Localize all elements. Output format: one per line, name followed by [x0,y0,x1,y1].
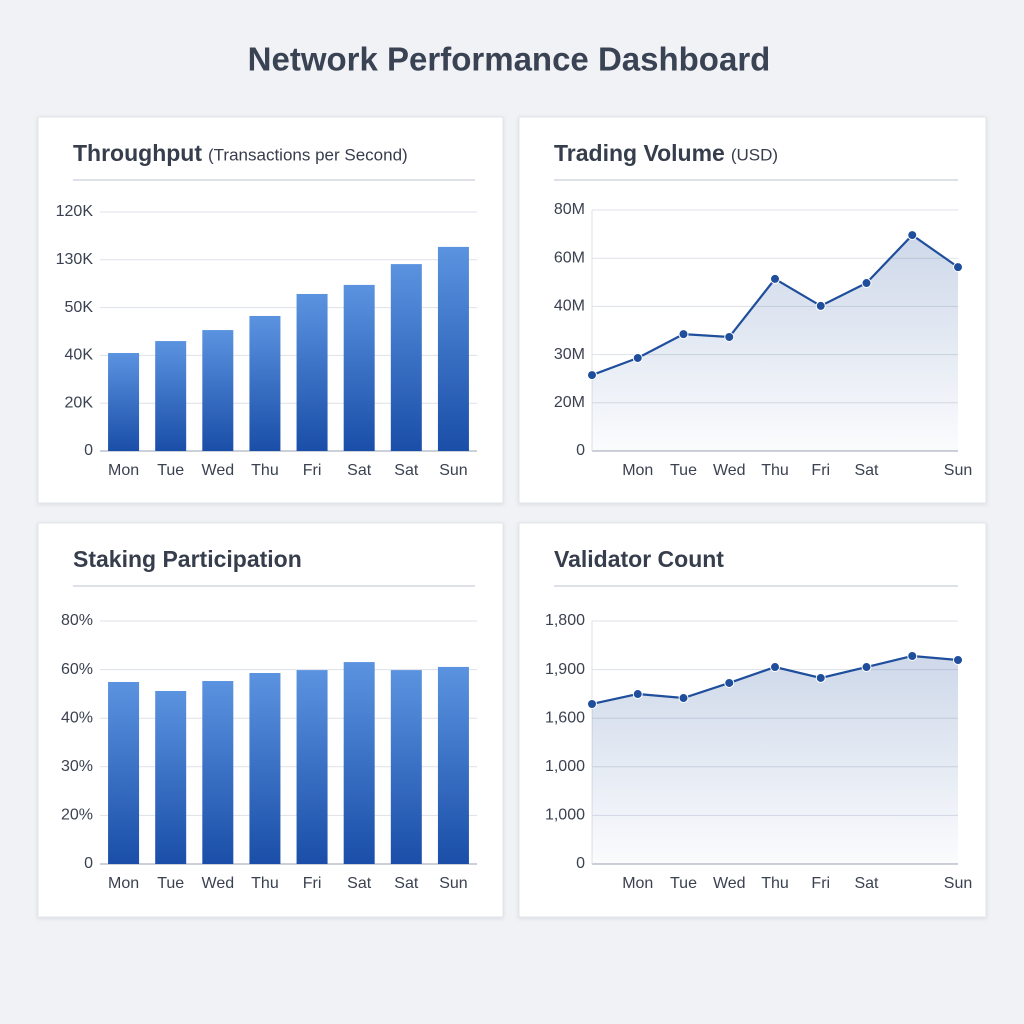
y-tick-label: 60M [554,249,585,266]
x-tick-label: Mon [108,462,139,479]
point [861,278,872,289]
y-tick-label: 20% [61,807,93,824]
point [953,262,963,273]
bar [296,293,328,451]
point [907,650,918,661]
bar [437,666,469,864]
y-tick-label: 0 [576,855,585,872]
panel-subtitle: (Transactions per Second) [208,145,408,164]
bar [249,315,281,451]
y-tick-label: 30M [554,346,585,363]
bar [343,662,375,864]
y-tick-label: 60% [61,661,93,678]
panel-title: Trading Volume [554,140,725,166]
y-tick-label: 40% [61,709,93,726]
panel-subtitle: (USD) [731,145,778,164]
dashboard-title: Network Performance Dashboard [248,41,771,78]
x-tick-label: Sun [439,462,467,479]
y-tick-label: 1,600 [545,709,585,726]
bar [437,246,469,451]
point [587,698,597,709]
bar [390,264,422,451]
bar [390,670,422,864]
y-tick-label: 0 [84,855,93,872]
point [770,273,780,284]
panel-title: Staking Participation [73,546,302,572]
y-tick-label: 50K [65,299,94,316]
x-tick-label: Mon [622,462,653,479]
area [592,235,958,451]
x-tick-label: Sat [394,875,419,892]
bar [296,670,328,864]
x-tick-label: Mon [108,875,139,892]
bar [108,681,140,864]
y-tick-label: 20M [554,394,585,411]
point [724,677,735,688]
point [770,662,780,673]
point [815,672,826,683]
x-tick-label: Fri [811,875,830,892]
y-tick-label: 80% [61,612,93,629]
y-tick-label: 120K [56,203,94,220]
bar [249,673,281,864]
y-tick-label: 30% [61,758,93,775]
x-tick-label: Sat [394,462,419,479]
x-tick-label: Thu [251,875,279,892]
x-tick-label: Fri [811,462,830,479]
y-tick-label: 0 [84,442,93,459]
point [953,655,963,666]
y-tick-label: 40K [65,347,94,364]
x-tick-label: Tue [157,462,184,479]
x-tick-label: Mon [622,875,653,892]
x-tick-label: Tue [670,875,697,892]
x-tick-label: Sat [347,462,372,479]
bar [108,353,140,451]
point [724,332,735,343]
bar [343,284,375,451]
point [907,230,918,241]
x-tick-label: Tue [670,462,697,479]
x-tick-label: Wed [202,462,235,479]
y-tick-label: 80M [554,201,585,218]
x-tick-label: Sun [944,462,972,479]
point [678,693,689,704]
x-tick-label: Wed [713,875,746,892]
x-tick-label: Fri [303,875,322,892]
area [592,655,958,864]
point [587,370,597,381]
bar [202,681,234,864]
bar [155,690,187,864]
y-tick-label: 1,000 [545,758,585,775]
x-tick-label: Sat [347,875,372,892]
bar [155,341,187,451]
x-tick-label: Thu [251,462,279,479]
x-tick-label: Sat [854,875,879,892]
x-tick-label: Fri [303,462,322,479]
x-tick-label: Wed [713,462,746,479]
panel-title: Validator Count [554,546,724,572]
x-tick-label: Sat [854,462,879,479]
x-tick-label: Sun [944,875,972,892]
bar [202,330,234,451]
y-tick-label: 130K [56,251,94,268]
y-tick-label: 40M [554,298,585,315]
y-tick-label: 0 [576,442,585,459]
x-tick-label: Thu [761,875,789,892]
x-tick-label: Thu [761,462,789,479]
x-tick-label: Sun [439,875,467,892]
point [861,662,872,673]
y-tick-label: 1,000 [545,807,585,824]
x-tick-label: Wed [202,875,235,892]
point [632,352,643,363]
point [678,329,689,340]
y-tick-label: 1,800 [545,612,585,629]
panel-title: Throughput [73,140,202,166]
point [632,689,643,700]
y-tick-label: 20K [65,394,94,411]
x-tick-label: Tue [157,875,184,892]
y-tick-label: 1,900 [545,661,585,678]
point [815,300,826,311]
